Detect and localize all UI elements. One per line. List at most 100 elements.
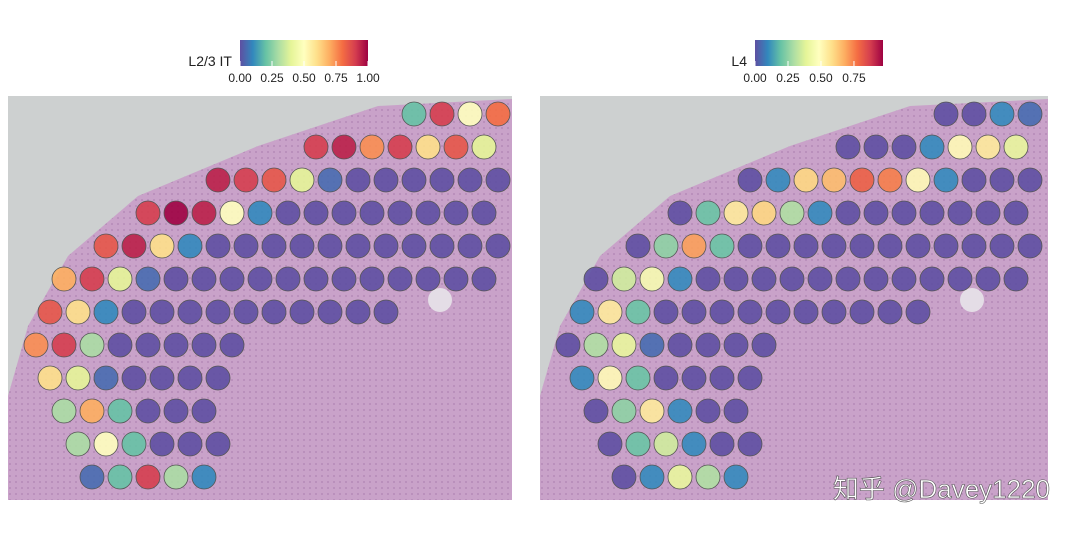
spot	[835, 266, 861, 292]
spot	[597, 431, 623, 457]
spot	[93, 431, 119, 457]
spot	[51, 398, 77, 424]
spot	[429, 167, 455, 193]
spot	[849, 233, 875, 259]
spot	[597, 365, 623, 391]
spot	[401, 233, 427, 259]
spot	[863, 266, 889, 292]
spot	[219, 266, 245, 292]
spot	[961, 101, 987, 127]
spot	[373, 233, 399, 259]
spot	[765, 167, 791, 193]
spot	[79, 332, 105, 358]
spot	[611, 398, 637, 424]
spot	[709, 365, 735, 391]
spot	[625, 299, 651, 325]
spot	[303, 266, 329, 292]
spot	[359, 134, 385, 160]
spot	[639, 266, 665, 292]
spot	[807, 200, 833, 226]
spot	[737, 299, 763, 325]
spot	[485, 167, 511, 193]
spot	[345, 167, 371, 193]
spot	[821, 167, 847, 193]
spot	[373, 167, 399, 193]
spot	[947, 134, 973, 160]
spot	[205, 299, 231, 325]
spot	[639, 332, 665, 358]
spot	[765, 299, 791, 325]
spot	[583, 398, 609, 424]
spot	[611, 266, 637, 292]
spot	[303, 200, 329, 226]
spot	[695, 464, 721, 490]
spot	[121, 431, 147, 457]
spot	[737, 233, 763, 259]
spot	[289, 233, 315, 259]
spot	[681, 365, 707, 391]
spot	[989, 233, 1015, 259]
spot	[317, 299, 343, 325]
spot	[891, 134, 917, 160]
spot	[177, 365, 203, 391]
spot	[135, 332, 161, 358]
spot	[877, 299, 903, 325]
spot	[681, 233, 707, 259]
spot	[443, 200, 469, 226]
spot	[681, 299, 707, 325]
colorbar-tick-label: 0.00	[228, 71, 252, 85]
spot	[1017, 233, 1043, 259]
spot	[65, 431, 91, 457]
spot	[653, 299, 679, 325]
spot	[37, 365, 63, 391]
spot	[65, 299, 91, 325]
spot	[121, 365, 147, 391]
spot	[233, 167, 259, 193]
spot	[149, 365, 175, 391]
spot	[457, 233, 483, 259]
spot	[863, 134, 889, 160]
spot	[289, 167, 315, 193]
spot	[107, 332, 133, 358]
spot	[149, 431, 175, 457]
spot	[961, 233, 987, 259]
spot	[135, 398, 161, 424]
spot	[639, 464, 665, 490]
spot	[457, 167, 483, 193]
spot	[905, 233, 931, 259]
spot	[373, 299, 399, 325]
panel-bg-right	[540, 96, 1048, 500]
spot	[135, 200, 161, 226]
spot	[989, 101, 1015, 127]
spot	[107, 464, 133, 490]
spot	[93, 299, 119, 325]
colorbar-tick-label: 0.75	[842, 71, 866, 85]
spot	[205, 167, 231, 193]
spot	[471, 134, 497, 160]
spot	[415, 200, 441, 226]
spot	[793, 299, 819, 325]
spot	[79, 266, 105, 292]
spot	[191, 398, 217, 424]
colorbar-tick-label: 0.00	[743, 71, 767, 85]
spot	[485, 233, 511, 259]
colorbar-title: L2/3 IT	[188, 53, 232, 69]
spot	[163, 266, 189, 292]
spot	[989, 167, 1015, 193]
spot	[835, 134, 861, 160]
spot	[345, 233, 371, 259]
colorbar-title: L4	[731, 53, 747, 69]
spot	[877, 167, 903, 193]
spot	[1003, 200, 1029, 226]
spot	[905, 299, 931, 325]
spot	[93, 233, 119, 259]
colorbar-tick-label: 0.25	[260, 71, 284, 85]
spot	[793, 233, 819, 259]
spot	[457, 101, 483, 127]
spot	[821, 299, 847, 325]
spot	[177, 299, 203, 325]
spot	[891, 200, 917, 226]
colorbar-tick-label: 0.75	[324, 71, 348, 85]
spot	[583, 266, 609, 292]
